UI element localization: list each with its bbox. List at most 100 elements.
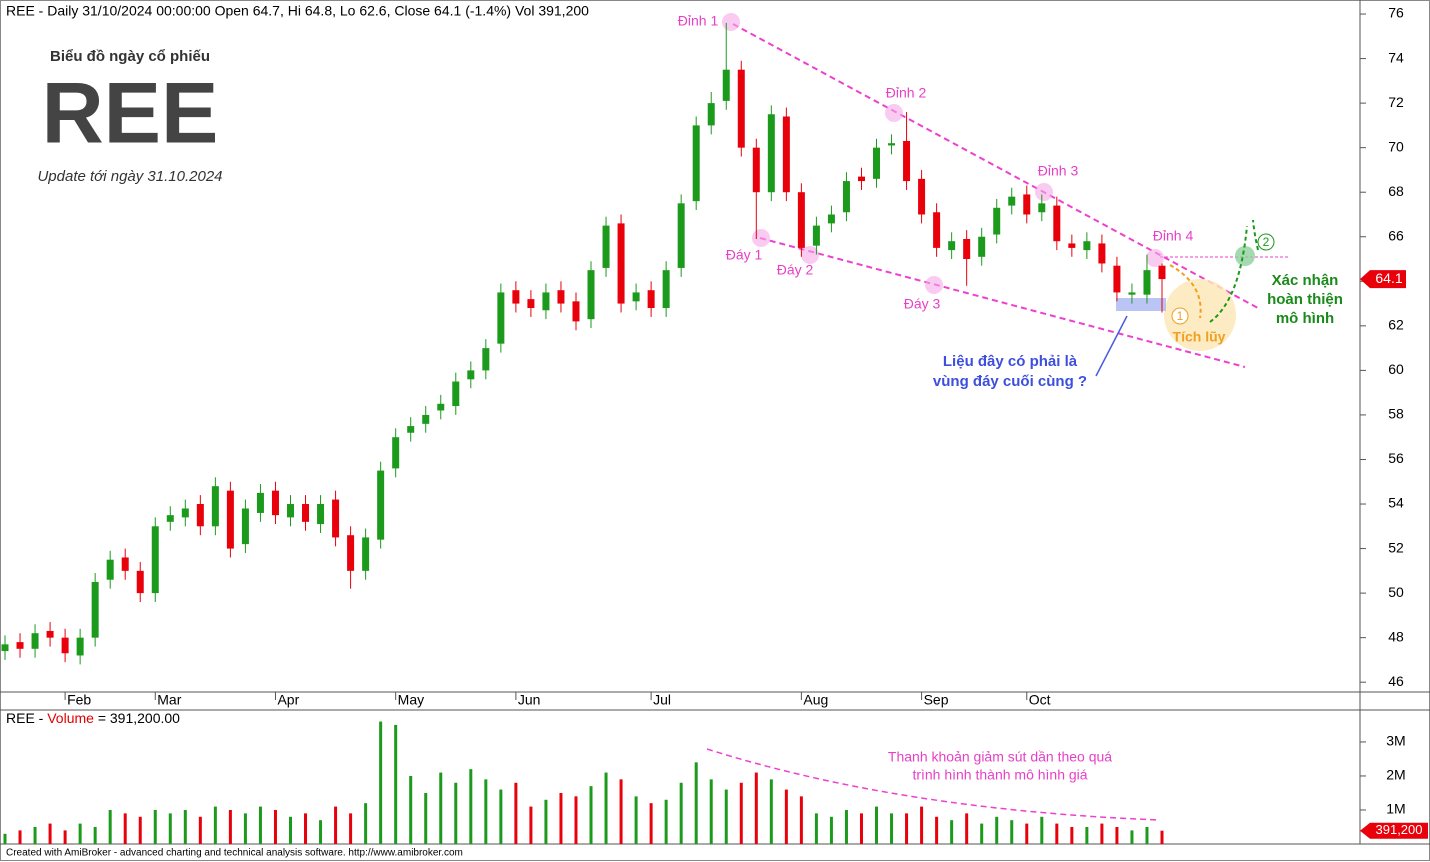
volume-bar [920,806,924,844]
y-tick-label: 62 [1388,317,1404,333]
volume-bar [1040,816,1044,844]
volume-bar [409,775,413,844]
candle-body [963,238,971,260]
volume-bar [18,830,22,844]
candle-body [903,140,911,182]
step-marker [1257,233,1275,251]
candle-body [782,116,790,193]
arrow [1252,219,1259,251]
arrow [1169,264,1202,319]
volume-title-part: REE - [6,710,47,726]
volume-bar [138,816,142,844]
candle-body [1143,270,1151,295]
candle-body [392,437,400,469]
annotation: Đỉnh 3 [1038,163,1079,179]
volume-bar [604,772,608,844]
volume-bar [454,782,458,844]
volume-bar [574,796,578,844]
candle-body [812,225,820,246]
candle-body [332,499,340,538]
y-tick-label: 58 [1388,406,1404,422]
candle-body [467,370,475,380]
volume-bar [589,786,593,844]
y-tick-label: 66 [1388,227,1404,243]
volume-bar [1160,830,1164,844]
price-label: 64.1 [1375,270,1402,286]
candle-body [121,557,129,571]
footer: Created with AmiBroker - advanced charti… [6,848,463,859]
annotation: Đáy 3 [904,296,941,312]
candle-body [1098,243,1106,264]
volume-bar [469,769,473,844]
candle-body [557,290,565,304]
volume-bar [1145,826,1149,844]
volume-bar [965,813,969,844]
candle-body [752,147,760,193]
volume-title-part: = 391,200.00 [94,710,180,726]
candle-body [978,236,986,257]
volume-bar [183,809,187,844]
y-tick-label: 48 [1388,628,1404,644]
volume-bar [394,724,398,844]
candle-body [737,69,745,148]
volume-bar [48,823,52,844]
volume-bar [890,813,894,844]
volume-bar [724,789,728,844]
header: REE - Daily 31/10/2024 00:00:00 Open 64.… [6,3,589,19]
annotation: Tích lũy [1173,329,1226,345]
x-tick-label: Apr [277,692,299,708]
candle-body [76,637,84,656]
candle-body [512,290,520,304]
volume-bar [664,799,668,844]
candle-body [106,559,114,580]
annotation: trình hình thành mô hình giá [912,767,1087,783]
annotation: Đỉnh 1 [678,13,719,29]
candle-body [1068,243,1076,248]
y-tick-label: 60 [1388,361,1404,377]
volume-bar [63,830,67,844]
volume-bar [33,826,37,844]
note: Update tới ngày 31.10.2024 [37,168,222,185]
candle-body [61,637,69,654]
volume-bar [123,813,127,844]
x-tick-label: Sep [924,692,949,708]
volume-bar [694,762,698,844]
y-tick-label: 56 [1388,450,1404,466]
volume-bar [559,792,563,844]
volume-bar [334,806,338,844]
candle-body [377,470,385,540]
volume-bar [319,820,323,844]
candle-body [1158,265,1166,280]
accumulation-zone [1164,279,1236,351]
volume-title-part: Volume [47,710,94,726]
candle-body [617,223,625,304]
trend-lines [706,23,1259,821]
volume-bar [198,816,202,844]
volume-bar [980,823,984,844]
volume-bar [1100,823,1104,844]
volume-bar [859,813,863,844]
volume-bar [529,806,533,844]
volume-bar [935,816,939,844]
candle-body [181,508,189,518]
x-tick-label: Aug [803,692,828,708]
candle-body [948,241,956,251]
candle-body [226,490,234,549]
candle-body [933,212,941,248]
y-tick-label: 3M [1386,733,1405,749]
candle-body [527,299,535,309]
candle-body [211,486,219,527]
chart-title: REE [42,66,219,162]
volume-bar [78,823,82,844]
y-tick-label: 72 [1388,94,1404,110]
volume-bar [364,803,368,844]
arrow [1095,315,1128,377]
candle-body [1128,292,1136,295]
candle-body [136,570,144,594]
candle-body [707,103,715,126]
annotation: Đỉnh 4 [1153,228,1194,244]
candle-body [602,225,610,268]
y-tick-label: 76 [1388,5,1404,21]
y-tick-label: 70 [1388,138,1404,154]
